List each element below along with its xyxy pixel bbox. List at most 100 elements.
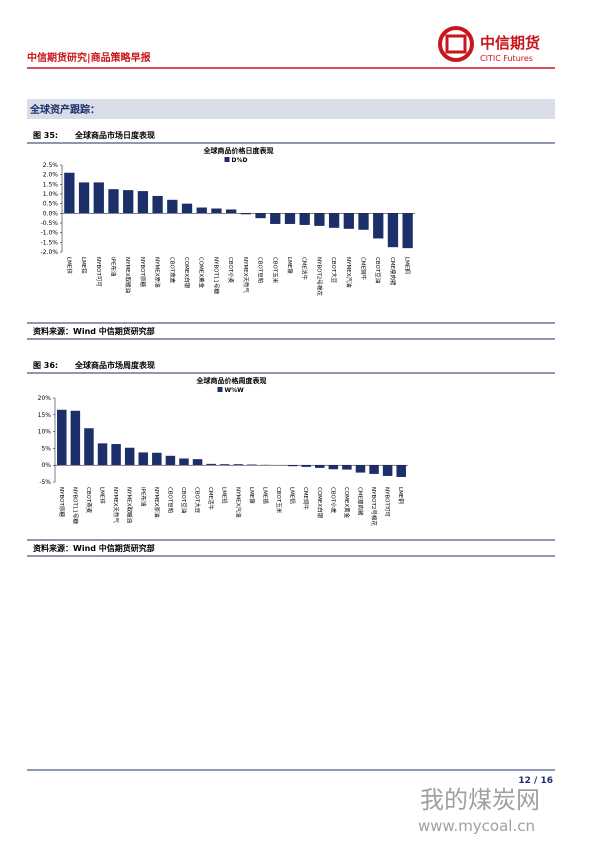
x-tick-label: NYBOT11号糖: [71, 487, 79, 524]
y-tick-label: 5%: [41, 445, 51, 452]
x-tick-label: CBOT玉米: [275, 487, 283, 514]
bar: [234, 464, 244, 465]
bar: [220, 464, 230, 465]
bar: [288, 465, 298, 466]
figure-source: 资料来源：Wind 中信期货研究部: [33, 326, 155, 336]
x-tick-label: CBOT大豆: [194, 487, 202, 514]
x-tick-label: CME活牛: [207, 487, 215, 511]
chart-title: 全球商品价格日度表现: [203, 146, 274, 155]
x-tick-label: NYBOT可可: [95, 257, 102, 287]
x-tick-label: CBOT大豆: [330, 257, 338, 284]
x-tick-label: COMEX白银: [316, 487, 324, 519]
x-tick-label: LME铜: [404, 257, 412, 274]
bar: [79, 182, 89, 213]
bar: [342, 465, 352, 469]
section-title: 全球资产跟踪：: [29, 103, 100, 116]
bar: [108, 189, 118, 213]
x-tick-label: COMEX黄金: [343, 487, 351, 519]
x-tick-label: CBOT燕麦: [85, 487, 93, 514]
bar: [300, 213, 310, 225]
x-tick-label: IPE布油: [109, 257, 117, 277]
bar: [344, 213, 354, 228]
logo-cn: 中信期货: [480, 34, 540, 52]
x-tick-label: NYBOT可可: [384, 487, 391, 517]
bar: [84, 428, 94, 465]
y-tick-label: 2.5%: [43, 162, 59, 169]
y-tick-label: 0.0%: [43, 210, 59, 217]
x-tick-label: NYMEX汽油: [234, 487, 242, 518]
bar: [369, 465, 379, 474]
logo-en: CITIC Futures: [480, 54, 533, 63]
x-tick-label: COMEX白银: [183, 257, 191, 289]
x-tick-label: NYMEX天然气: [242, 257, 250, 293]
x-tick-label: NYBOT11号糖: [212, 257, 220, 294]
bar: [373, 213, 383, 238]
y-tick-label: 10%: [38, 429, 52, 436]
x-tick-label: CBOT玉米: [271, 257, 279, 284]
x-tick-label: CME饲牛: [302, 487, 310, 511]
x-tick-label: LME铅: [80, 257, 88, 274]
bar: [241, 213, 251, 214]
bar: [111, 444, 121, 465]
y-tick-label: 1.5%: [43, 181, 59, 188]
x-tick-label: LME锌: [99, 487, 107, 504]
figure-title: 全球商品市场周度表现: [74, 360, 155, 370]
bar: [167, 200, 177, 214]
x-tick-label: CBOT小麦: [227, 257, 235, 284]
x-tick-label: NYMEX汽油: [345, 257, 353, 288]
bar: [152, 453, 162, 465]
bar: [138, 452, 148, 465]
y-tick-label: 0.5%: [43, 201, 59, 208]
bar: [301, 465, 311, 467]
bar: [152, 196, 162, 213]
x-tick-label: NYMEX天然气: [112, 487, 120, 523]
y-tick-label: -1.5%: [41, 239, 59, 246]
legend-label: D%D: [232, 157, 248, 164]
figure-label: 图 35:: [33, 131, 58, 140]
chart-title: 全球商品价格周度表现: [196, 376, 267, 385]
bar: [206, 464, 216, 465]
bar: [211, 209, 221, 214]
figure-source: 资料来源：Wind 中信期货研究部: [33, 543, 155, 553]
bar: [388, 213, 398, 247]
bar: [396, 465, 406, 477]
x-tick-label: NYBOT2号棉花: [315, 257, 323, 296]
x-tick-label: LME镍: [286, 257, 294, 274]
x-tick-label: CBOT豆粕: [166, 487, 174, 513]
page-number: 12 / 16: [518, 776, 553, 786]
y-tick-label: 0%: [41, 462, 51, 469]
figure-title: 全球商品市场日度表现: [74, 130, 155, 140]
watermark-url: www.mycoal.cn: [418, 817, 535, 835]
x-tick-label: LME锡: [261, 487, 269, 504]
x-tick-label: NYMEX原油: [153, 487, 161, 518]
x-tick-label: NYMEX取暖油: [124, 257, 132, 293]
x-tick-label: LME铝: [289, 487, 297, 504]
section-bar: [27, 99, 555, 119]
bar: [123, 190, 133, 213]
bar: [125, 448, 135, 465]
bar: [57, 410, 67, 465]
x-tick-label: CME饲牛: [360, 257, 368, 281]
bar: [64, 173, 74, 214]
bar: [383, 465, 393, 476]
bar: [226, 209, 236, 213]
header-title: 中信期货研究|商品策略早报: [27, 51, 151, 64]
bar: [329, 213, 339, 228]
bar: [255, 213, 265, 218]
bar: [179, 458, 189, 465]
bar: [329, 465, 339, 469]
x-tick-label: CBOT豆油: [180, 487, 188, 514]
x-tick-label: LME铜: [397, 487, 405, 504]
bar: [315, 465, 325, 468]
x-tick-label: CME活牛: [301, 257, 309, 281]
bar: [94, 182, 104, 213]
y-tick-label: -1.0%: [41, 230, 59, 237]
x-tick-label: CME瘦肉猪: [356, 487, 364, 516]
bar: [270, 213, 280, 224]
y-tick-label: -5%: [39, 479, 51, 486]
bar: [314, 213, 324, 226]
x-tick-label: LME锌: [65, 257, 73, 274]
y-tick-label: 15%: [38, 412, 52, 419]
